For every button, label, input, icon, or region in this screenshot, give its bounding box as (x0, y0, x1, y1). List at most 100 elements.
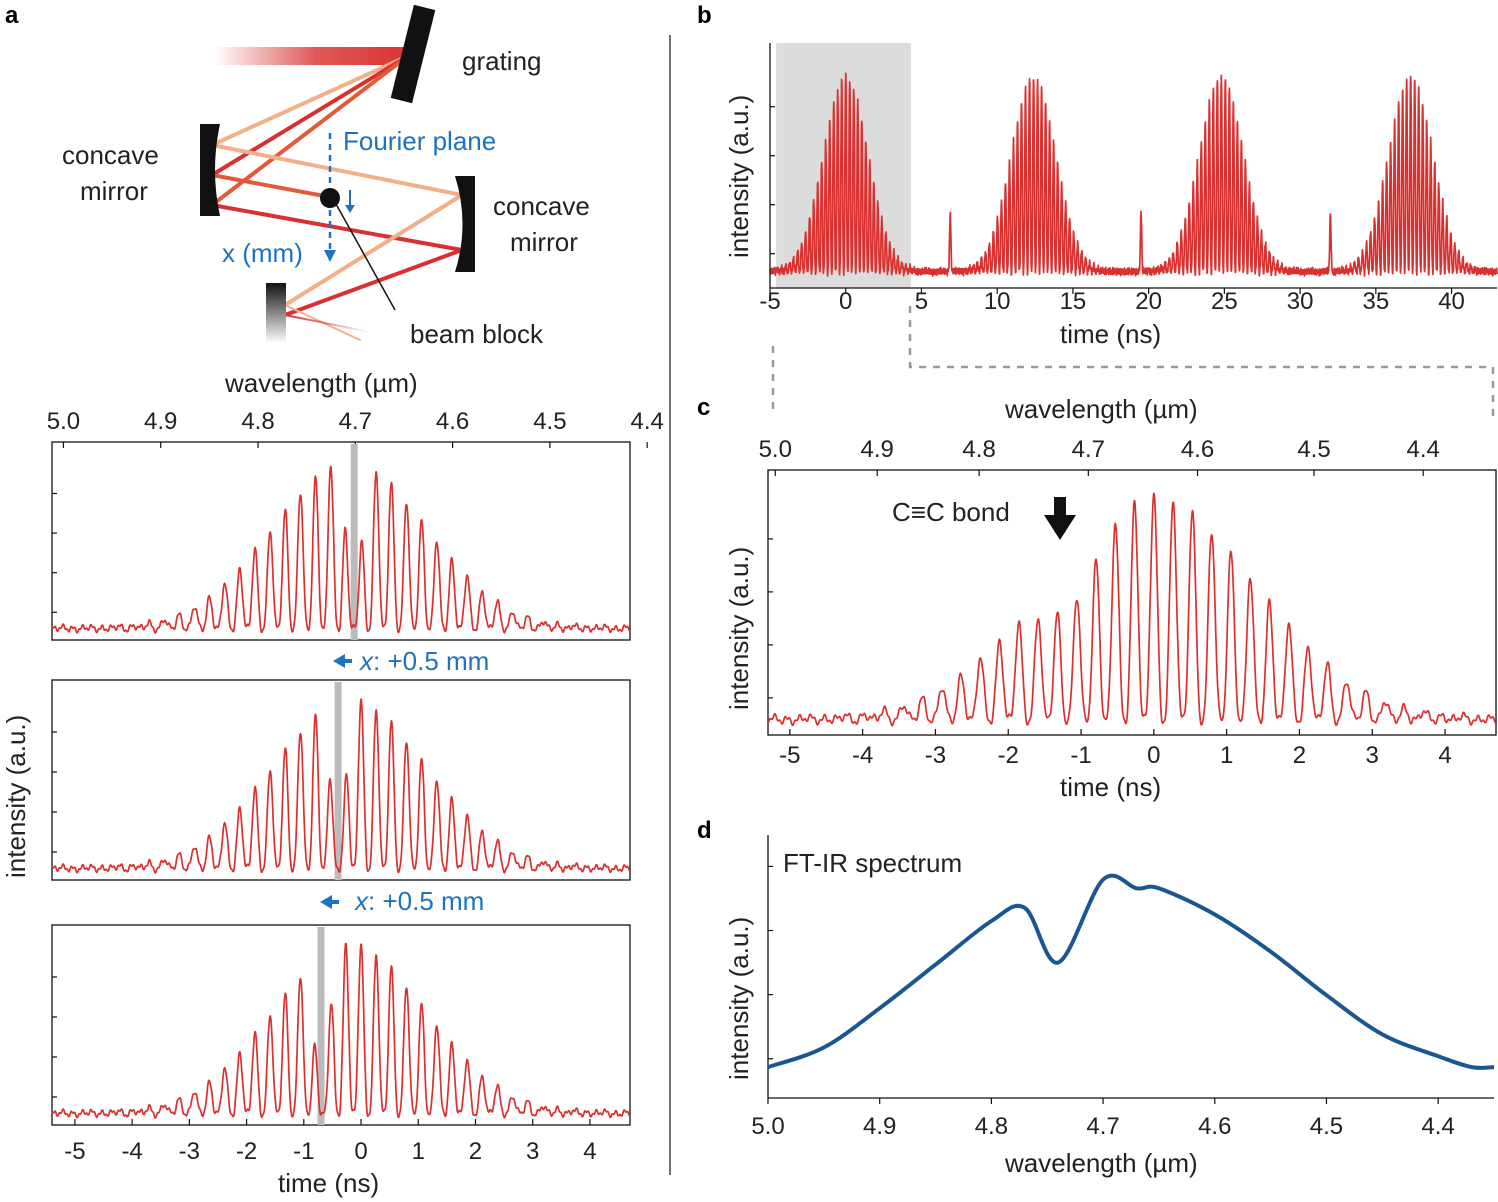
d-ftir-curve (767, 873, 1495, 1070)
a-bot-frame (51, 924, 631, 1126)
c-top-tick-label: 4.8 (962, 436, 995, 463)
b-x-tick-label: 30 (1287, 288, 1314, 315)
a-x-tick-label: 1 (412, 1138, 425, 1165)
a-mid-block-bar (334, 682, 342, 880)
c-top-tick-label: 4.4 (1407, 436, 1440, 463)
x-mm-label: x (mm) (222, 238, 303, 268)
b-x-tick-label: 5 (915, 288, 928, 315)
d-x-tick-label: 4.6 (1198, 1113, 1231, 1140)
d-x-tick-label: 4.5 (1310, 1113, 1343, 1140)
grating-label: grating (462, 46, 542, 76)
c-x-tick-label: -1 (1070, 742, 1091, 769)
c-trace (767, 492, 1497, 727)
output-block-shape (266, 283, 286, 343)
b-x-tick-label: 15 (1060, 288, 1087, 315)
b-time-ticks: -5 0 5 10 15 20 25 30 35 40 (759, 288, 1465, 315)
a-x-tick-label: 3 (526, 1138, 539, 1165)
a-xlabel: time (ns) (278, 1168, 379, 1198)
panel-label-d: d (697, 817, 712, 844)
a-top-tick-label: 4.5 (533, 408, 566, 435)
svg-text:x: +0.5 mm: x: +0.5 mm (358, 646, 489, 676)
panel-label-b: b (697, 2, 712, 29)
c-top-xlabel: wavelength (µm) (1004, 394, 1198, 424)
b-xlabel: time (ns) (1060, 319, 1161, 349)
right-mirror-label-2: mirror (510, 227, 578, 257)
a-top-tick-label: 4.9 (144, 408, 177, 435)
c-x-tick-label: -3 (925, 742, 946, 769)
c-x-tick-label: 1 (1220, 742, 1233, 769)
c-xlabel: time (ns) (1060, 772, 1161, 802)
a-mid-trace (51, 698, 631, 874)
a-top-tick-label: 4.6 (436, 408, 469, 435)
a-top-xlabel: wavelength (µm) (224, 368, 418, 398)
a-top-block-bar (350, 444, 358, 640)
beam-block-leader (335, 203, 396, 311)
x-arrow-head (324, 250, 336, 262)
b-trace (769, 72, 1498, 277)
c-x-tick-label: 0 (1147, 742, 1160, 769)
grating-shape (390, 4, 436, 104)
a-x-tick-label: 0 (354, 1138, 367, 1165)
c-ylabel: intensity (a.u.) (724, 547, 754, 710)
d-x-tick-label: 5.0 (751, 1113, 784, 1140)
b-x-tick-label: 20 (1135, 288, 1162, 315)
c-top-tick-label: 4.5 (1297, 436, 1330, 463)
svg-text:x: +0.5 mm: x: +0.5 mm (353, 886, 484, 916)
c-top-tick-label: 5.0 (759, 436, 792, 463)
d-ylabel: intensity (a.u.) (724, 917, 754, 1080)
a-x-tick-label: -3 (179, 1138, 200, 1165)
a-x-tick-label: -5 (64, 1138, 85, 1165)
c-x-tick-label: 2 (1293, 742, 1306, 769)
cc-bond-arrow (1044, 497, 1076, 540)
b-x-tick-label: 10 (984, 288, 1011, 315)
left-mirror-label-2: mirror (80, 176, 148, 206)
zoom-connector-right (908, 306, 1495, 420)
a-top-tick-label: 4.4 (630, 408, 663, 435)
b-ylabel: intensity (a.u.) (724, 95, 754, 258)
a-top-frame (51, 441, 631, 641)
input-beam (215, 47, 415, 65)
d-x-tick-label: 4.7 (1086, 1113, 1119, 1140)
c-frame (767, 469, 1497, 736)
shift-label-1: x: +0.5 mm (333, 646, 489, 676)
a-top-trace (51, 465, 631, 634)
b-x-tick-label: 40 (1438, 288, 1465, 315)
c-time-ticks: -5 -4 -3 -2 -1 0 1 2 3 4 (779, 729, 1452, 769)
a-x-tick-label: 2 (469, 1138, 482, 1165)
panel-label-c: c (697, 394, 710, 421)
a-x-tick-label: -2 (236, 1138, 257, 1165)
b-x-tick-label: -5 (759, 288, 780, 315)
c-top-tick-label: 4.6 (1181, 436, 1214, 463)
a-x-tick-label: -1 (293, 1138, 314, 1165)
d-wavelength-ticks: 5.0 4.9 4.8 4.7 4.6 4.5 4.4 (751, 1098, 1455, 1140)
c-top-tick-label: 4.7 (1072, 436, 1105, 463)
setup-diagram: grating concave mirror concave mirror Fo… (62, 4, 590, 349)
beam-paths (210, 54, 464, 341)
c-wavelength-ticks: 5.0 4.9 4.8 4.7 4.6 4.5 4.4 (759, 436, 1440, 476)
beam-block-dot (320, 188, 340, 208)
beam-block-label: beam block (410, 319, 544, 349)
fourier-plane-label: Fourier plane (343, 126, 496, 156)
c-x-tick-label: -2 (998, 742, 1019, 769)
c-x-tick-label: 3 (1366, 742, 1379, 769)
a-ylabel: intensity (a.u.) (1, 715, 31, 878)
a-top-wavelength-ticks: 5.0 4.9 4.8 4.7 4.6 4.5 4.4 (47, 408, 664, 448)
left-mirror-label-1: concave (62, 140, 159, 170)
cc-bond-annotation: C≡C bond (892, 497, 1010, 527)
left-mirror-shape (200, 124, 220, 216)
d-x-tick-label: 4.4 (1421, 1113, 1454, 1140)
c-x-tick-label: -4 (852, 742, 873, 769)
panel-label-a: a (5, 2, 19, 29)
d-x-tick-label: 4.9 (863, 1113, 896, 1140)
a-top-tick-label: 5.0 (47, 408, 80, 435)
right-mirror-shape (455, 176, 475, 272)
b-x-tick-label: 0 (839, 288, 852, 315)
right-mirror-label-1: concave (493, 191, 590, 221)
b-x-tick-label: 25 (1211, 288, 1238, 315)
d-xlabel: wavelength (µm) (1004, 1148, 1198, 1178)
d-x-tick-label: 4.8 (975, 1113, 1008, 1140)
ftir-title: FT-IR spectrum (783, 848, 962, 878)
a-bot-block-bar (317, 927, 325, 1125)
b-x-tick-label: 35 (1362, 288, 1389, 315)
